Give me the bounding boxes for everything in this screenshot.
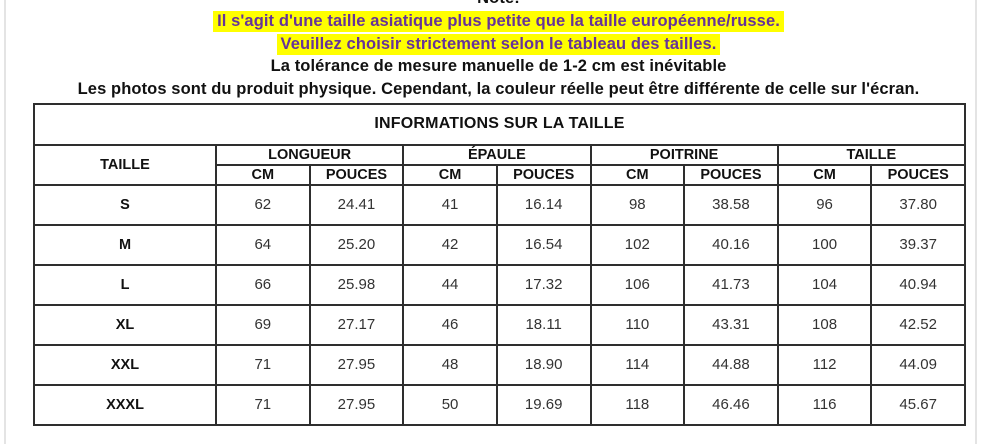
- size-label: S: [33, 183, 217, 226]
- measure-value: 42.52: [870, 303, 966, 346]
- measure-value: 17.32: [495, 263, 592, 306]
- unit-header-cm: CM: [776, 163, 873, 186]
- measure-value: 108: [776, 303, 873, 346]
- measure-value: 96: [776, 183, 873, 226]
- measure-value: 46.46: [683, 383, 779, 426]
- note-line-photos: Les photos sont du produit physique. Cep…: [77, 80, 920, 99]
- note-highlight-choose-size: Veuillez choisir strictement selon le ta…: [276, 33, 721, 55]
- measure-value: 118: [589, 383, 686, 426]
- measure-value: 116: [776, 383, 873, 426]
- measure-value: 16.54: [495, 223, 592, 266]
- measure-value: 100: [776, 223, 873, 266]
- measure-value: 27.95: [308, 383, 405, 426]
- measure-value: 44.88: [683, 343, 779, 386]
- group-header-epaule: ÉPAULE: [402, 143, 592, 166]
- unit-header-pouces: POUCES: [683, 163, 779, 186]
- table-row: XXL 71 27.95 48 18.90 114 44.88 112 44.0…: [33, 343, 966, 386]
- table-row: M 64 25.20 42 16.54 102 40.16 100 39.37: [33, 223, 966, 266]
- table-title-row: INFORMATIONS SUR LA TAILLE: [33, 102, 966, 146]
- group-header-longueur: LONGUEUR: [214, 143, 405, 166]
- measure-value: 19.69: [495, 383, 592, 426]
- table-unit-header-row: CM POUCES CM POUCES CM POUCES CM POUCES: [34, 163, 966, 186]
- measure-value: 27.17: [308, 303, 405, 346]
- measure-value: 66: [215, 263, 311, 306]
- unit-header-cm: CM: [402, 163, 498, 186]
- measure-value: 102: [589, 223, 686, 266]
- size-label: XXL: [33, 343, 217, 386]
- group-header-taille: TAILLE: [776, 143, 967, 166]
- measure-value: 44: [402, 263, 498, 306]
- unit-header-pouces: POUCES: [495, 163, 592, 186]
- group-header-poitrine: POITRINE: [589, 143, 779, 166]
- size-label: M: [33, 223, 217, 266]
- measure-value: 48: [402, 343, 498, 386]
- table-row: L 66 25.98 44 17.32 106 41.73 104 40.94: [33, 263, 966, 306]
- table-row: S 62 24.41 41 16.14 98 38.58 96 37.80: [33, 183, 966, 226]
- unit-header-pouces: POUCES: [308, 163, 405, 186]
- note-block: Note: Il s'agit d'une taille asiatique p…: [0, 0, 997, 101]
- size-label: XL: [33, 303, 217, 346]
- measure-value: 42: [402, 223, 498, 266]
- measure-value: 40.94: [870, 263, 966, 306]
- measure-value: 44.09: [870, 343, 966, 386]
- size-table: INFORMATIONS SUR LA TAILLE TAILLE LONGUE…: [33, 102, 967, 426]
- measure-value: 98: [589, 183, 686, 226]
- measure-value: 114: [589, 343, 686, 386]
- measure-value: 41.73: [683, 263, 779, 306]
- content-right-border: [975, 0, 977, 444]
- col-header-taille: TAILLE: [33, 143, 217, 186]
- unit-header-pouces: POUCES: [870, 163, 966, 186]
- measure-value: 110: [589, 303, 686, 346]
- measure-value: 40.16: [683, 223, 779, 266]
- measure-value: 45.67: [870, 383, 966, 426]
- measure-value: 46: [402, 303, 498, 346]
- note-highlight-asian-size: Il s'agit d'une taille asiatique plus pe…: [213, 10, 784, 32]
- table-row: XXXL 71 27.95 50 19.69 118 46.46 116 45.…: [33, 383, 966, 426]
- measure-value: 71: [215, 383, 311, 426]
- unit-header-cm: CM: [589, 163, 686, 186]
- size-label: L: [33, 263, 217, 306]
- measure-value: 41: [402, 183, 498, 226]
- measure-value: 37.80: [870, 183, 966, 226]
- measure-value: 25.98: [308, 263, 405, 306]
- table-group-header-row: TAILLE LONGUEUR ÉPAULE POITRINE TAILLE: [33, 143, 967, 186]
- measure-value: 64: [215, 223, 311, 266]
- measure-value: 62: [215, 183, 311, 226]
- table-row: XL 69 27.17 46 18.11 110 43.31 108 42.52: [33, 303, 966, 346]
- content-left-border: [4, 0, 6, 444]
- measure-value: 50: [402, 383, 498, 426]
- measure-value: 16.14: [495, 183, 592, 226]
- measure-value: 43.31: [683, 303, 779, 346]
- measure-value: 69: [215, 303, 311, 346]
- measure-value: 71: [215, 343, 311, 386]
- measure-value: 104: [776, 263, 873, 306]
- note-line-tolerance: La tolérance de mesure manuelle de 1-2 c…: [270, 57, 727, 76]
- measure-value: 25.20: [308, 223, 405, 266]
- measure-value: 24.41: [308, 183, 405, 226]
- measure-value: 27.95: [308, 343, 405, 386]
- measure-value: 38.58: [683, 183, 779, 226]
- measure-value: 39.37: [870, 223, 966, 266]
- note-title: Note:: [0, 0, 997, 10]
- size-label: XXXL: [33, 383, 217, 426]
- size-table-title: INFORMATIONS SUR LA TAILLE: [33, 102, 966, 146]
- measure-value: 18.90: [495, 343, 592, 386]
- unit-header-cm: CM: [215, 163, 311, 186]
- measure-value: 106: [589, 263, 686, 306]
- measure-value: 18.11: [495, 303, 592, 346]
- measure-value: 112: [776, 343, 873, 386]
